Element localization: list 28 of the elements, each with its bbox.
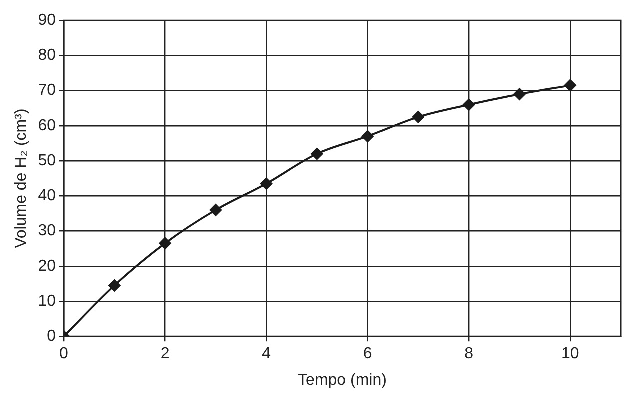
y-axis-title: Volume de H₂ (cm³) — [13, 108, 30, 248]
x-axis-title: Tempo (min) — [298, 372, 387, 389]
point — [260, 178, 273, 190]
y-tick-label: 60 — [38, 117, 56, 134]
x-tick-label: 10 — [561, 346, 580, 363]
point — [108, 280, 121, 292]
y-tick-label: 20 — [38, 258, 56, 275]
x-tick-label: 4 — [262, 346, 272, 363]
y-tick-label: 10 — [38, 292, 56, 310]
y-tick-label: 80 — [38, 47, 56, 64]
x-tick-label: 2 — [160, 346, 170, 363]
point — [514, 88, 526, 100]
point — [362, 130, 374, 142]
y-tick-label: 40 — [38, 188, 56, 205]
x-tick-label: 8 — [464, 346, 474, 363]
y-tick-label: 50 — [38, 152, 56, 170]
point — [311, 148, 324, 160]
y-tick-label: 90 — [38, 12, 56, 30]
point — [412, 111, 424, 124]
point — [463, 98, 476, 111]
point — [210, 204, 222, 216]
x-tick-label: 6 — [363, 346, 372, 363]
x-tick-label: 0 — [60, 346, 69, 363]
point — [159, 238, 172, 250]
point — [564, 80, 576, 92]
y-tick-label: 0 — [47, 328, 56, 346]
y-tick-label: 70 — [38, 82, 56, 100]
y-tick-label: 30 — [38, 222, 56, 240]
